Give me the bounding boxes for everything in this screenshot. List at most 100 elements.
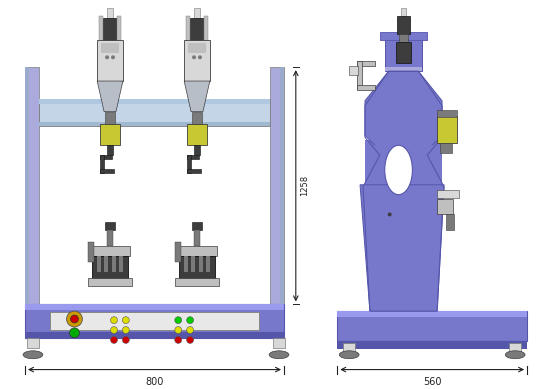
Circle shape bbox=[71, 315, 78, 323]
Circle shape bbox=[111, 55, 115, 59]
Bar bbox=[117, 16, 121, 70]
Bar bbox=[270, 67, 284, 304]
Bar bbox=[50, 312, 259, 330]
Bar bbox=[100, 169, 114, 173]
Bar bbox=[199, 256, 203, 272]
Bar bbox=[177, 246, 217, 256]
Circle shape bbox=[186, 317, 194, 324]
Bar bbox=[337, 311, 527, 317]
Bar bbox=[184, 256, 188, 272]
Bar bbox=[103, 18, 117, 40]
Bar bbox=[187, 124, 207, 145]
Circle shape bbox=[67, 311, 82, 327]
Bar bbox=[343, 343, 355, 353]
Bar bbox=[107, 230, 113, 246]
Ellipse shape bbox=[23, 351, 43, 359]
Bar bbox=[25, 304, 284, 338]
Bar bbox=[380, 32, 427, 40]
Bar bbox=[399, 33, 408, 42]
Bar bbox=[187, 169, 201, 173]
Circle shape bbox=[186, 327, 194, 333]
Polygon shape bbox=[365, 140, 442, 190]
Bar bbox=[25, 304, 284, 310]
Bar bbox=[39, 99, 270, 104]
Bar bbox=[509, 343, 521, 353]
Bar bbox=[400, 8, 407, 16]
Bar bbox=[100, 155, 112, 159]
Bar bbox=[437, 116, 457, 143]
Polygon shape bbox=[370, 145, 437, 153]
Polygon shape bbox=[97, 81, 123, 112]
Bar bbox=[437, 199, 453, 214]
Polygon shape bbox=[184, 81, 210, 112]
Circle shape bbox=[175, 317, 181, 324]
Bar bbox=[349, 66, 358, 75]
Bar bbox=[90, 246, 130, 256]
Bar bbox=[105, 223, 115, 230]
Bar bbox=[88, 278, 132, 286]
Bar bbox=[97, 256, 101, 272]
Bar bbox=[187, 155, 191, 173]
Bar bbox=[104, 256, 108, 272]
Bar bbox=[194, 145, 200, 155]
Circle shape bbox=[186, 336, 194, 343]
Circle shape bbox=[175, 327, 181, 333]
Bar bbox=[440, 143, 452, 153]
Bar bbox=[39, 99, 270, 126]
Bar bbox=[175, 242, 181, 262]
Text: 560: 560 bbox=[423, 377, 441, 387]
Circle shape bbox=[192, 55, 196, 59]
Bar bbox=[337, 341, 527, 349]
Text: 1258: 1258 bbox=[300, 175, 309, 196]
Bar bbox=[437, 110, 457, 117]
Bar bbox=[385, 37, 422, 71]
Bar bbox=[337, 311, 527, 341]
Bar bbox=[206, 256, 210, 272]
Ellipse shape bbox=[339, 351, 359, 359]
Circle shape bbox=[110, 336, 118, 343]
Bar bbox=[357, 85, 375, 90]
Bar bbox=[357, 61, 362, 89]
Polygon shape bbox=[365, 71, 442, 150]
Bar bbox=[88, 242, 94, 262]
Bar bbox=[27, 338, 39, 348]
Bar bbox=[194, 8, 200, 18]
Bar bbox=[92, 256, 128, 278]
Bar bbox=[395, 42, 412, 63]
Bar bbox=[100, 124, 120, 145]
Bar bbox=[188, 44, 206, 53]
Ellipse shape bbox=[505, 351, 525, 359]
Circle shape bbox=[110, 327, 118, 333]
Circle shape bbox=[123, 317, 129, 324]
Bar bbox=[385, 67, 422, 71]
Circle shape bbox=[105, 55, 109, 59]
Ellipse shape bbox=[269, 351, 289, 359]
Bar bbox=[105, 112, 115, 124]
Circle shape bbox=[123, 327, 129, 333]
Circle shape bbox=[175, 336, 181, 343]
Bar bbox=[192, 112, 202, 124]
Circle shape bbox=[69, 328, 80, 338]
Bar bbox=[99, 16, 103, 70]
Bar bbox=[192, 223, 202, 230]
Bar bbox=[25, 67, 29, 304]
Bar bbox=[273, 338, 285, 348]
Bar bbox=[280, 67, 284, 304]
Bar bbox=[25, 332, 284, 338]
Bar bbox=[396, 16, 410, 33]
Bar bbox=[446, 214, 454, 230]
Circle shape bbox=[388, 212, 391, 216]
Bar bbox=[175, 278, 219, 286]
Circle shape bbox=[198, 55, 202, 59]
Text: 800: 800 bbox=[145, 377, 164, 387]
Bar bbox=[187, 155, 199, 159]
Bar bbox=[119, 256, 123, 272]
Bar bbox=[112, 256, 116, 272]
Bar bbox=[204, 16, 208, 70]
Bar bbox=[179, 256, 215, 278]
Bar bbox=[101, 44, 119, 53]
Bar bbox=[107, 145, 113, 155]
Bar bbox=[194, 230, 200, 246]
Bar bbox=[357, 61, 375, 66]
Circle shape bbox=[123, 336, 129, 343]
